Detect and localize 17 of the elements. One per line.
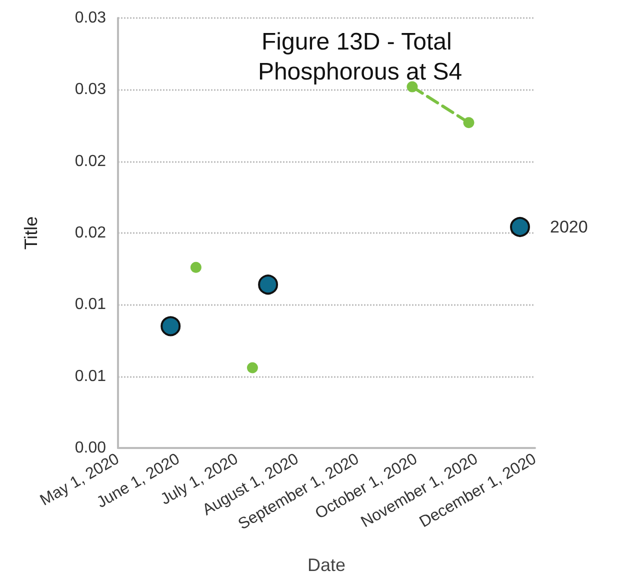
point xyxy=(160,316,181,336)
point xyxy=(258,274,278,295)
point xyxy=(463,117,474,128)
legend-label: 2020 xyxy=(550,218,588,236)
y-tick-label: 0.02 xyxy=(74,152,106,170)
y-axis-title: Title xyxy=(21,216,41,250)
y-tick-label: 0.02 xyxy=(74,224,106,242)
text: Figure 13D - Total Phosphorous at S4 xyxy=(258,28,462,86)
y-tick-label: 0.03 xyxy=(74,10,106,26)
point xyxy=(246,362,258,374)
point xyxy=(190,262,202,273)
y-tick-label: 0.00 xyxy=(74,440,106,456)
point xyxy=(406,81,418,92)
y-tick-label: 0.01 xyxy=(74,296,106,314)
y-tick-label: 0.03 xyxy=(74,81,106,98)
y-tick-label: 0.01 xyxy=(74,368,106,385)
x-axis-title: Date xyxy=(307,555,346,575)
